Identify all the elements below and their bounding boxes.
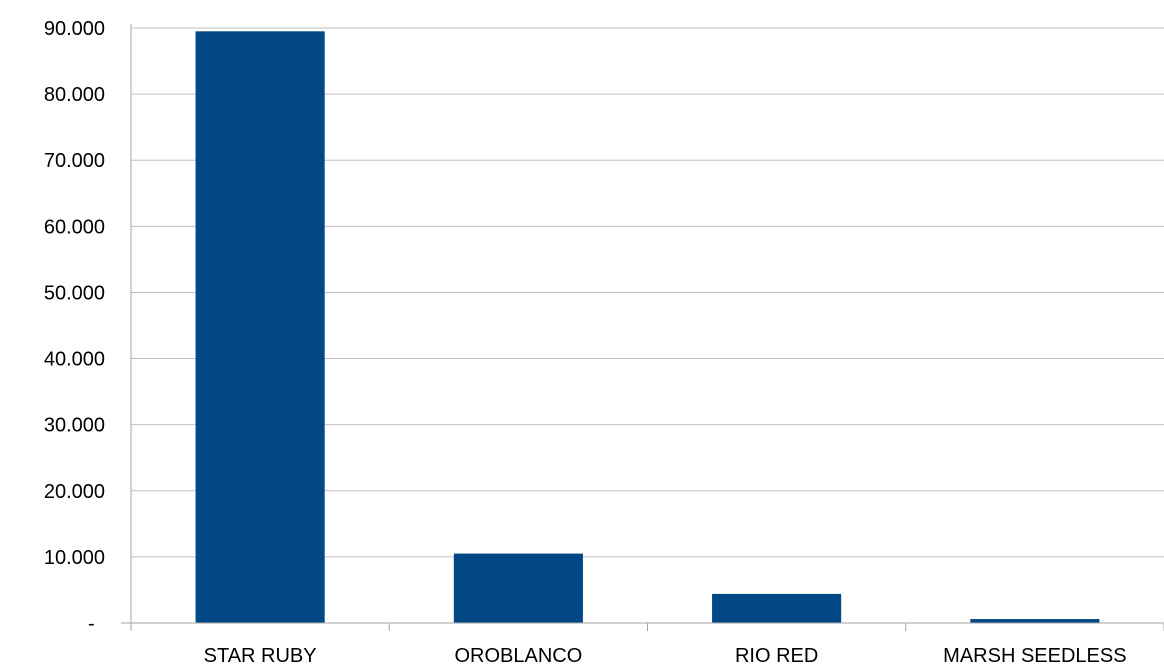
x-tick-label: STAR RUBY — [204, 645, 317, 666]
y-tick-label: 60.000 — [44, 216, 105, 238]
x-tick-label: MARSH SEEDLESS — [943, 645, 1126, 666]
y-tick-label: 30.000 — [44, 415, 105, 437]
y-tick-label: 70.000 — [44, 150, 105, 172]
x-axis — [121, 24, 1164, 631]
y-tick-label: 10.000 — [44, 547, 105, 569]
y-tick-label: 50.000 — [44, 282, 105, 304]
y-tick-label: 20.000 — [44, 481, 105, 503]
y-tick-label: 40.000 — [44, 349, 105, 371]
y-tick-label: 90.000 — [44, 18, 105, 40]
bar — [453, 553, 583, 623]
x-tick-label: RIO RED — [735, 645, 818, 666]
bars — [195, 31, 1100, 624]
bar — [195, 31, 325, 624]
y-axis-tick-labels: - 10.000 20.000 30.000 40.000 50.000 60.000 70.… — [44, 18, 105, 635]
y-tick-label: 80.000 — [44, 84, 105, 106]
x-tick-label: OROBLANCO — [454, 645, 582, 666]
x-axis-tick-labels: STAR RUBY OROBLANCO RIO RED MARSH SEEDLESS — [204, 645, 1127, 666]
bar — [970, 619, 1100, 623]
bar — [712, 593, 842, 623]
y-tick-label: - — [88, 613, 95, 635]
